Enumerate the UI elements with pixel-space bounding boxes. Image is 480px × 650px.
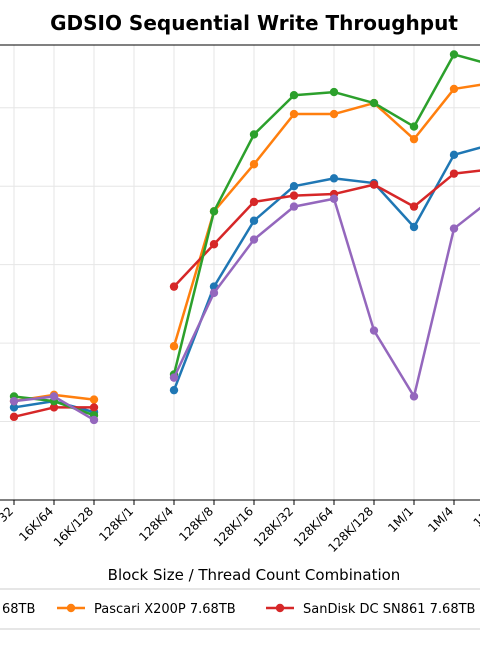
data-point (329, 174, 339, 183)
series-line (172, 197, 480, 398)
data-point (49, 403, 59, 412)
data-point (249, 160, 259, 169)
data-point (449, 150, 459, 160)
data-point (89, 415, 99, 425)
data-point (449, 169, 459, 178)
data-point (9, 403, 19, 412)
data-point (9, 396, 19, 406)
legend-marker (275, 603, 285, 613)
x-tick-label: 128K/8 (176, 504, 216, 544)
data-point (289, 182, 299, 191)
data-point (409, 392, 419, 401)
data-point (169, 373, 179, 382)
legend-marker (66, 603, 76, 613)
x-tick-label: 128K/32 (251, 504, 296, 549)
data-point (209, 288, 219, 298)
series-group (9, 50, 480, 425)
x-tick-label: 32 (0, 504, 16, 525)
x-tick-label: 1M/4 (425, 504, 456, 535)
data-point (169, 342, 179, 351)
data-point (369, 98, 379, 108)
data-point (449, 84, 459, 94)
data-point (409, 222, 419, 232)
axes (0, 44, 480, 501)
data-point (249, 235, 259, 244)
x-tick-label: 1M/1 (385, 504, 416, 535)
series-5 (9, 194, 480, 425)
series-3 (9, 169, 480, 422)
legend-box (0, 588, 480, 630)
series-2 (9, 83, 480, 406)
data-point (249, 130, 259, 139)
legend-item: 68TB (2, 602, 35, 617)
data-point (289, 191, 299, 200)
data-point (209, 240, 219, 249)
data-point (49, 392, 59, 401)
x-tick-label: 128K/1 (96, 504, 136, 544)
x-tick-label: 128K/16 (211, 504, 256, 549)
x-tick-label: 1M/ (471, 504, 480, 530)
data-point (9, 412, 19, 422)
x-tick-label: 16K/128 (51, 504, 96, 549)
legend-item: SanDisk DC SN861 7.68TB (266, 602, 475, 617)
data-point (329, 87, 339, 97)
data-point (369, 326, 379, 335)
data-point (89, 395, 99, 404)
data-point (449, 50, 459, 59)
data-point (289, 202, 299, 211)
data-point (449, 224, 459, 233)
data-point (169, 282, 179, 291)
data-point (89, 403, 99, 412)
data-point (209, 207, 219, 216)
series-line (172, 53, 480, 375)
legend-label: Pascari X200P 7.68TB (94, 602, 236, 617)
data-point (409, 122, 419, 131)
data-point (329, 109, 339, 119)
data-point (169, 385, 179, 395)
x-tick-label: 128K/4 (136, 504, 176, 544)
data-point (329, 194, 339, 203)
data-point (369, 180, 379, 189)
x-tick-label: 16K/64 (16, 504, 56, 544)
grid (0, 45, 480, 500)
data-point (249, 197, 259, 207)
series-1 (9, 146, 480, 417)
legend-label: SanDisk DC SN861 7.68TB (303, 602, 475, 617)
data-point (409, 202, 419, 211)
legend-label: 68TB (2, 602, 35, 617)
data-point (249, 216, 259, 225)
series-line (172, 146, 480, 391)
chart-title: GDSIO Sequential Write Throughput (50, 11, 458, 35)
legend: 68TB Pascari X200P 7.68TB SanDisk DC SN861… (0, 588, 480, 630)
x-axis-label: Block Size / Thread Count Combination (108, 566, 401, 584)
data-point (289, 109, 299, 119)
data-point (289, 91, 299, 100)
legend-item: Pascari X200P 7.68TB (57, 602, 236, 617)
data-point (409, 134, 419, 144)
